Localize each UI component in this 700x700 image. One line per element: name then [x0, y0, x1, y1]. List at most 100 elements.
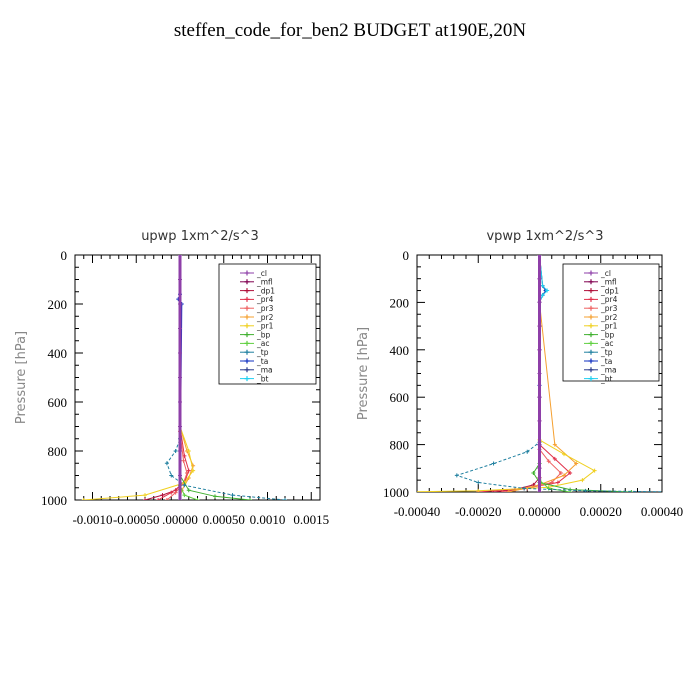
data-point [173, 490, 178, 495]
data-point [143, 498, 147, 500]
y-tick-label: 1000 [383, 485, 409, 500]
data-point [178, 255, 182, 257]
legend-label: _mfl [600, 278, 617, 287]
x-tick-label: -0.0010 [72, 512, 112, 527]
data-point [169, 490, 174, 495]
data-point [562, 452, 566, 457]
data-point [558, 471, 563, 476]
legend-marker [588, 332, 594, 338]
legend-marker [588, 296, 594, 302]
data-point [522, 486, 527, 491]
data-point [592, 468, 597, 473]
legend-item-cl: _cl [584, 269, 611, 278]
data-point [169, 473, 174, 478]
x-tick-label: 0.00050 [203, 512, 245, 527]
legend-item-bt: _bt [240, 374, 269, 383]
data-point [178, 498, 182, 500]
data-point [178, 400, 182, 404]
legend-marker [588, 376, 594, 382]
data-point [537, 442, 542, 447]
legend-label: _tp [600, 348, 613, 357]
legend-item-pr4: _pr4 [584, 295, 618, 304]
legend-label: _cl [600, 269, 611, 278]
data-point [537, 395, 542, 400]
data-point [562, 473, 566, 478]
series-line-pr3 [166, 255, 188, 500]
legend-label: _mfl [256, 278, 273, 287]
data-point [81, 498, 86, 500]
data-point [178, 473, 182, 478]
legend-marker [588, 340, 594, 346]
legend-item-ta: _ta [584, 357, 612, 366]
data-point [186, 468, 191, 473]
legend-label: _ac [256, 339, 269, 348]
legend-label: _ma [600, 366, 617, 375]
legend-item-mfl: _mfl [584, 278, 617, 287]
legend-item-bp: _bp [240, 330, 271, 339]
legend: _cl_mfl_dp1_pr4_pr3_pr2_pr1_bp_ac_tp_ta_… [562, 263, 660, 383]
data-point [164, 461, 169, 466]
data-point [186, 488, 191, 493]
legend-marker [588, 288, 594, 294]
legend-label: _pr1 [256, 322, 274, 331]
legend-marker [588, 349, 594, 355]
data-point [178, 424, 182, 429]
series-group [81, 255, 287, 500]
legend-label: _ta [600, 357, 612, 366]
data-point [178, 326, 182, 331]
legend-marker [244, 323, 250, 329]
data-point [537, 418, 542, 423]
legend-item-tp: _tp [240, 348, 269, 357]
legend-marker [588, 305, 594, 311]
y-tick-label: 800 [390, 438, 410, 453]
data-point [525, 449, 530, 454]
data-point [476, 480, 481, 485]
legend-label: _pr2 [600, 313, 618, 322]
x-tick-label: -0.00040 [394, 504, 441, 519]
data-point [500, 490, 505, 492]
series-line-pr1 [417, 255, 596, 492]
legend-box [562, 263, 660, 382]
legend-item-pr2: _pr2 [584, 313, 618, 322]
data-point [156, 498, 161, 500]
data-point [549, 480, 554, 485]
data-point [583, 488, 588, 492]
legend-marker [588, 358, 594, 364]
data-point [537, 255, 542, 257]
data-point [173, 449, 178, 453]
legend-label: _dp1 [256, 286, 275, 295]
data-point [178, 449, 182, 453]
data-point [540, 283, 545, 288]
data-point [545, 288, 550, 293]
legend-box [218, 263, 317, 385]
legend-item-pr4: _pr4 [240, 295, 274, 304]
data-point [574, 461, 579, 466]
legend-marker [588, 270, 594, 276]
data-point [531, 471, 536, 476]
data-point [181, 458, 186, 463]
data-point [195, 498, 200, 500]
legend-item-ac: _ac [584, 339, 613, 348]
legend-marker [244, 367, 250, 373]
legend-label: _ma [256, 366, 273, 375]
data-point [160, 493, 165, 498]
legend-item-dp1: _dp1 [240, 286, 275, 295]
y-axis-label: Pressure [hPa] [14, 331, 29, 424]
legend-label: _pr3 [600, 304, 618, 313]
legend-marker [244, 376, 250, 382]
legend-marker [588, 279, 594, 285]
data-point [143, 493, 147, 498]
legend-marker [588, 367, 594, 373]
legend-marker [244, 305, 250, 311]
data-point [491, 461, 496, 466]
data-point [506, 490, 511, 492]
data-point [248, 498, 252, 500]
x-tick-label: 0.0015 [293, 512, 329, 527]
legend-marker [244, 349, 250, 355]
data-point [675, 490, 679, 494]
legend-marker [244, 340, 250, 346]
y-axis-label: Pressure [hPa] [356, 327, 371, 420]
data-point [476, 488, 481, 492]
legend-item-tp: _tp [584, 348, 613, 357]
legend-label: _pr4 [600, 295, 618, 304]
